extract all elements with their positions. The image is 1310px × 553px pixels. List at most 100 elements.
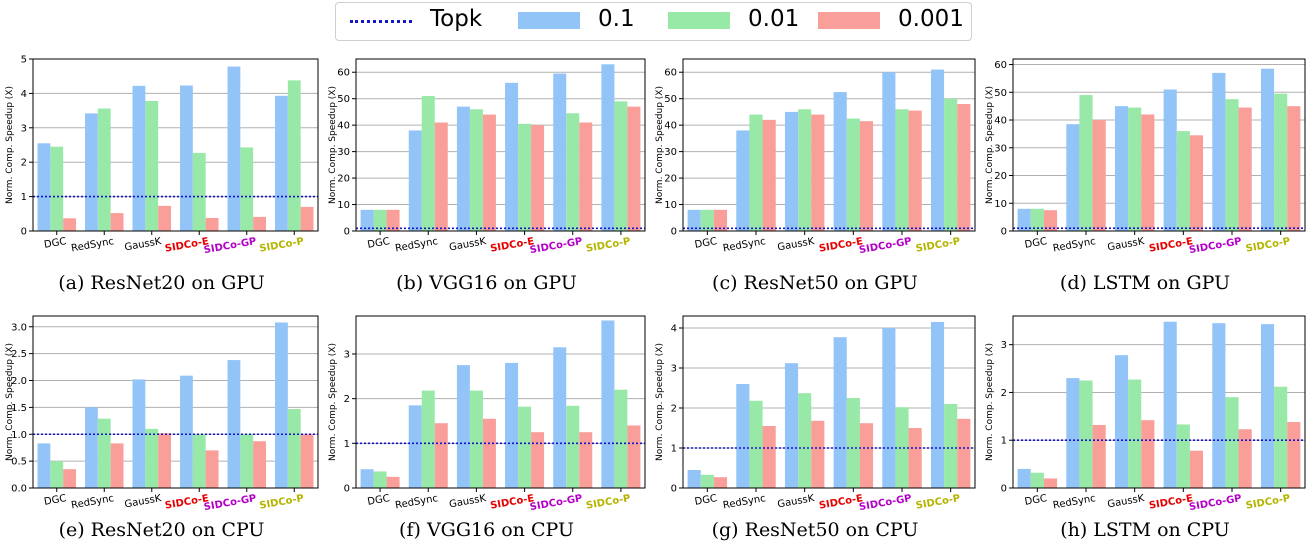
bar <box>253 441 266 488</box>
bar <box>50 461 64 488</box>
bar <box>1030 208 1044 231</box>
x-tick-label: SIDCo-GP <box>1188 493 1242 513</box>
y-tick-label: 2 <box>344 394 350 405</box>
y-tick-label: 20 <box>664 174 677 185</box>
bar <box>627 425 641 488</box>
bar <box>300 206 314 231</box>
bar <box>798 393 812 488</box>
y-tick-label: 1 <box>344 439 350 450</box>
x-tick-label: SIDCo-P <box>1245 493 1291 512</box>
bar <box>1238 107 1252 231</box>
y-tick-label: 10 <box>664 200 677 211</box>
bar <box>700 209 714 231</box>
bar <box>373 209 387 231</box>
x-tick-label: SIDCo-GP <box>529 493 583 513</box>
x-tick-label: RedSync <box>394 236 438 254</box>
bar <box>132 85 146 231</box>
legend-swatch <box>668 12 730 29</box>
x-tick-label: SIDCo-E <box>818 493 864 512</box>
legend-swatch <box>518 12 580 29</box>
x-tick-label: SIDCo-P <box>585 493 631 512</box>
bar <box>1079 380 1093 488</box>
bar <box>1043 210 1058 231</box>
bar <box>408 130 422 231</box>
y-tick-label: 4 <box>671 324 677 335</box>
chart-panel-a: 0 1 2 3 4 5 DGC RedSync GaussK SIDCo-E SIDCo-GP SID… <box>0 48 323 298</box>
y-tick-label: 5 <box>21 55 27 66</box>
x-tick-label: RedSync <box>70 493 114 511</box>
y-tick-label: 4 <box>21 89 27 100</box>
y-tick-label: 0 <box>21 227 27 238</box>
y-tick-label: 0 <box>344 484 350 495</box>
bar <box>930 69 945 231</box>
legend: Topk 0.1 0.01 0.001 <box>335 2 972 41</box>
bar <box>579 122 593 231</box>
bar <box>553 347 567 488</box>
bar <box>944 404 958 488</box>
bar <box>882 328 896 488</box>
y-tick-label: 3 <box>21 123 27 134</box>
x-tick-label: DGC <box>1024 236 1048 251</box>
bar <box>110 213 124 231</box>
x-tick-label: GaussK <box>1107 236 1146 253</box>
x-tick-label: RedSync <box>394 493 438 511</box>
x-tick-label: SIDCo-GP <box>1188 236 1242 256</box>
x-tick-label: SIDCo-P <box>585 236 631 255</box>
bar <box>373 471 387 488</box>
bar <box>518 123 532 231</box>
bar <box>1274 386 1288 488</box>
y-tick-label: 0 <box>1001 227 1007 238</box>
y-tick-label: 20 <box>994 171 1007 182</box>
bar <box>957 418 971 488</box>
plot-frame <box>355 315 646 489</box>
bar <box>469 390 483 488</box>
bar <box>627 106 641 231</box>
bar <box>518 406 532 488</box>
bar <box>895 109 909 231</box>
chart-panel-g: 0 1 2 3 4 DGC RedSync GaussK SIDCo-E SIDCo-GP SIDC… <box>650 305 980 553</box>
y-axis-label: Norm. Comp. Speedup (X) <box>655 343 665 461</box>
bar <box>1238 429 1252 488</box>
bar <box>1287 106 1301 231</box>
bar <box>749 114 763 231</box>
bar <box>1189 135 1204 231</box>
bar <box>1176 424 1190 488</box>
x-tick-label: RedSync <box>722 236 766 254</box>
bar <box>882 72 896 231</box>
y-tick-label: 60 <box>337 68 350 79</box>
x-tick-label: GaussK <box>448 236 487 253</box>
y-axis-label: Norm. Comp. Speedup (X) <box>5 343 15 461</box>
y-tick-label: 2.0 <box>11 376 27 387</box>
chart-caption: (a) ResNet20 on GPU <box>58 272 265 294</box>
bar <box>97 418 111 488</box>
bar <box>505 362 519 488</box>
x-tick-label: SIDCo-GP <box>529 236 583 256</box>
bar <box>930 322 945 488</box>
x-tick-label: SIDCo-GP <box>203 236 257 256</box>
chart-panel-b: 0 10 20 30 40 50 60 DGC RedSync GaussK SIDCo-E SIDC… <box>323 48 650 298</box>
plot-frame <box>355 58 646 232</box>
bar <box>192 152 206 231</box>
bar <box>944 98 958 231</box>
y-tick-label: 2 <box>671 404 677 415</box>
bar <box>908 110 922 231</box>
y-tick-label: 60 <box>664 68 677 79</box>
bar <box>300 434 314 488</box>
bar <box>1212 72 1226 231</box>
y-tick-label: 30 <box>664 147 677 158</box>
bar <box>192 434 206 488</box>
bar <box>275 322 288 488</box>
legend-label: 0.01 <box>748 6 800 32</box>
x-tick-label: SIDCo-GP <box>858 493 912 513</box>
y-tick-label: 0 <box>671 227 677 238</box>
bar <box>360 469 374 488</box>
y-tick-label: 10 <box>994 199 1007 210</box>
bar <box>687 470 701 488</box>
y-tick-label: 0 <box>671 484 677 495</box>
bar <box>736 384 750 488</box>
x-tick-label: DGC <box>43 493 67 508</box>
bar <box>505 82 519 231</box>
